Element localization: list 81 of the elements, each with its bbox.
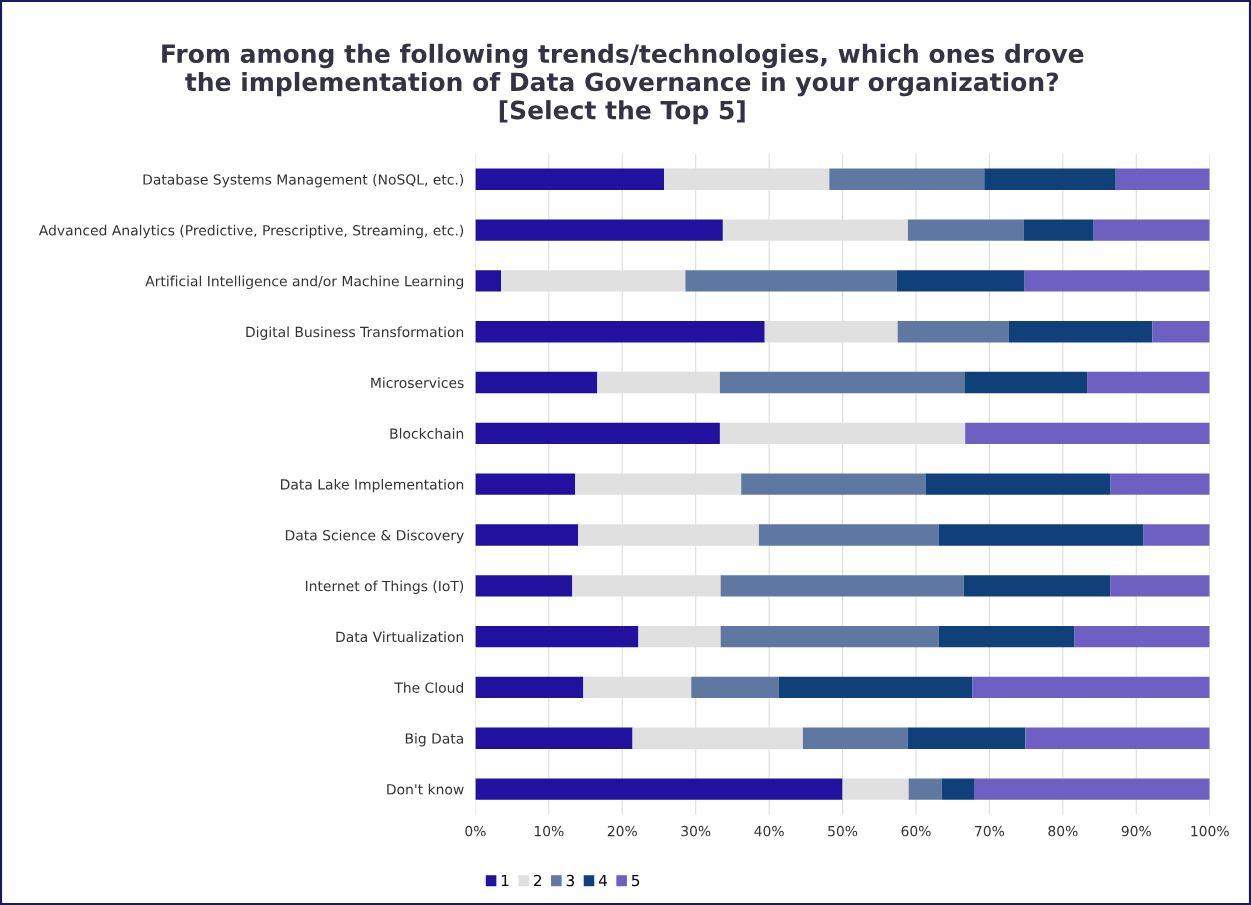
- y-tick-label: Digital Business Transformation: [246, 326, 464, 340]
- bar: [1110, 575, 1210, 597]
- legend-label: 4: [598, 874, 608, 887]
- bar: [475, 625, 639, 648]
- x-tick-label: 20%: [607, 825, 637, 837]
- x-tick-label: 80%: [1048, 825, 1078, 837]
- bar: [896, 270, 1025, 292]
- bar: [972, 676, 1210, 699]
- bar: [475, 778, 843, 800]
- bar: [758, 524, 939, 546]
- bar: [741, 473, 926, 495]
- bar: [965, 422, 1210, 445]
- bar: [720, 575, 964, 597]
- y-tick-label: Artificial Intelligence and/or Machine Learning: [145, 275, 464, 290]
- x-tick-label: 60%: [901, 825, 931, 837]
- x-tick-label: 90%: [1121, 825, 1151, 837]
- y-tick-label: Don't know: [387, 783, 464, 795]
- bar: [1110, 473, 1210, 495]
- bar: [475, 524, 579, 546]
- y-tick-label: Data Science & Discovery: [285, 529, 464, 544]
- bar: [719, 371, 965, 394]
- bar: [938, 524, 1144, 546]
- y-tick-label: Internet of Things (IoT): [305, 580, 464, 594]
- y-tick-label: Microservices: [371, 377, 464, 389]
- x-tick-label: 50%: [828, 825, 858, 837]
- bar: [1023, 219, 1094, 241]
- bar: [925, 473, 1111, 495]
- bar: [897, 321, 1009, 343]
- bar: [475, 168, 665, 190]
- bar: [1143, 524, 1210, 546]
- bar: [778, 676, 973, 699]
- y-tick-label: Database Systems Management (NoSQL, etc.): [143, 173, 464, 188]
- bar: [1115, 168, 1210, 190]
- bar: [475, 575, 573, 597]
- bar: [1087, 371, 1210, 394]
- bar: [1025, 727, 1210, 749]
- bar: [1152, 321, 1210, 343]
- y-tick-label: Data Lake Implementation: [281, 478, 464, 493]
- bar: [720, 625, 939, 648]
- chart-title: From among the following trends/technologies, which ones drove the implementation of Data Governance in your organization? [Select the Top 5]: [162, 43, 1084, 125]
- bar: [475, 270, 502, 292]
- x-tick-label: 30%: [681, 825, 711, 837]
- bar: [974, 778, 1210, 800]
- y-tick-label: Data Virtualization: [336, 631, 464, 643]
- bar: [475, 321, 765, 343]
- bar: [964, 371, 1088, 394]
- bar: [1074, 625, 1210, 648]
- bar: [475, 727, 633, 749]
- x-tick-label: 0%: [465, 825, 486, 837]
- bar: [907, 219, 1024, 241]
- x-tick-label: 40%: [754, 825, 784, 837]
- y-tick-label: The Cloud: [394, 682, 464, 693]
- x-tick-label: 70%: [975, 825, 1005, 837]
- y-tick-label: Advanced Analytics (Predictive, Prescriptive, Streaming, etc.): [38, 224, 464, 239]
- x-tick-label: 100%: [1191, 825, 1229, 837]
- bar: [691, 676, 779, 699]
- bar: [475, 676, 584, 699]
- legend-label: 1: [501, 874, 509, 887]
- x-tick-label: 10%: [534, 825, 564, 837]
- bar: [685, 270, 897, 292]
- bar: [908, 778, 942, 800]
- bar: [938, 625, 1075, 648]
- legend-label: 3: [566, 874, 575, 887]
- y-tick-label: Blockchain: [390, 428, 464, 439]
- bar: [941, 778, 975, 800]
- bar: [475, 371, 598, 394]
- bar: [1093, 219, 1210, 241]
- y-tick-label: Big Data: [405, 732, 464, 747]
- bar: [475, 219, 723, 241]
- bar: [842, 778, 909, 800]
- bar: [802, 727, 908, 749]
- bar: [963, 575, 1111, 597]
- bar: [907, 727, 1026, 749]
- bar: [475, 422, 720, 445]
- bar: [829, 168, 985, 190]
- bar: [475, 473, 576, 495]
- bar: [1008, 321, 1153, 343]
- legend-label: 2: [534, 874, 542, 887]
- legend-label: 5: [631, 874, 640, 887]
- bar: [1024, 270, 1210, 292]
- bar: [984, 168, 1116, 190]
